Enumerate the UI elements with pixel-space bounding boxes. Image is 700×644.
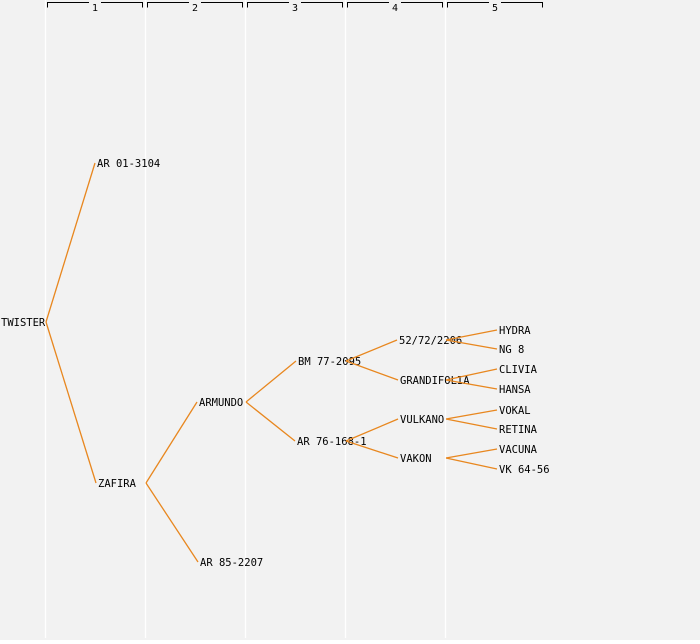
tree-edge-zafira-armundo (145, 401, 198, 484)
tree-edge-vakon-vacuna (445, 448, 498, 459)
tree-node-label-vk64_56[interactable]: VK 64-56 (499, 464, 550, 476)
tree-edge-armundo-bm77_2095 (245, 360, 297, 403)
generation-bracket-label-bg (189, 1, 201, 11)
generation-bracket-label-bg (389, 1, 401, 11)
tree-edge-armundo-ar76_168_1 (245, 401, 296, 442)
tree-node-label-ng8[interactable]: NG 8 (499, 344, 524, 356)
tree-node-label-vacuna[interactable]: VACUNA (499, 444, 538, 456)
generation-bracket-label: 2 (192, 3, 198, 14)
tree-edge-vakon-vk64_56 (445, 457, 498, 470)
tree-node-label-ar01_3104[interactable]: AR 01-3104 (97, 158, 160, 170)
tree-edge-twister-zafira (45, 321, 97, 484)
generation-bracket-label: 4 (392, 3, 398, 14)
tree-node-label-vulkano[interactable]: VULKANO (400, 414, 444, 426)
tree-edge-twister-ar01_3104 (45, 162, 96, 323)
tree-node-label-bm77_2095[interactable]: BM 77-2095 (298, 356, 361, 368)
generation-bracket-label: 5 (492, 3, 498, 14)
tree-node-label-n52_72_2206[interactable]: 52/72/2206 (399, 335, 462, 347)
tree-node-label-armundo[interactable]: ARMUNDO (199, 397, 243, 409)
tree-node-label-zafira[interactable]: ZAFIRA (98, 478, 137, 490)
tree-edge-n52_72_2206-ng8 (445, 339, 498, 350)
generation-bracket-label: 3 (292, 3, 298, 14)
tree-node-label-vakon[interactable]: VAKON (400, 453, 432, 465)
tree-node-label-clivia[interactable]: CLIVIA (499, 364, 538, 376)
generation-bracket-label-bg (489, 1, 501, 11)
generation-bracket-label-bg (289, 1, 301, 11)
tree-edge-n52_72_2206-hydra (445, 329, 498, 341)
generation-bracket-label-bg (89, 1, 101, 11)
tree-edge-grandifolia-clivia (445, 368, 498, 381)
tree-node-label-hydra[interactable]: HYDRA (499, 325, 531, 337)
tree-node-label-vokal[interactable]: VOKAL (499, 405, 531, 417)
tree-edge-ar76_168_1-vulkano (345, 418, 399, 442)
tree-edge-ar76_168_1-vakon (345, 440, 399, 459)
tree-edge-bm77_2095-n52_72_2206 (345, 339, 398, 362)
generation-bracket-label: 1 (92, 3, 98, 14)
tree-node-label-hansa[interactable]: HANSA (499, 384, 531, 396)
tree-edge-zafira-ar85_2207 (145, 482, 199, 563)
tree-node-label-twister[interactable]: TWISTER (1, 317, 46, 329)
tree-edge-grandifolia-hansa (445, 379, 498, 390)
tree-node-label-ar85_2207[interactable]: AR 85-2207 (200, 557, 263, 569)
tree-edge-vulkano-vokal (445, 409, 498, 420)
tree-node-label-ar76_168_1[interactable]: AR 76-168-1 (297, 436, 367, 448)
tree-edge-bm77_2095-grandifolia (345, 360, 399, 381)
tree-edge-vulkano-retina (445, 418, 498, 430)
tree-node-label-retina[interactable]: RETINA (499, 424, 538, 436)
